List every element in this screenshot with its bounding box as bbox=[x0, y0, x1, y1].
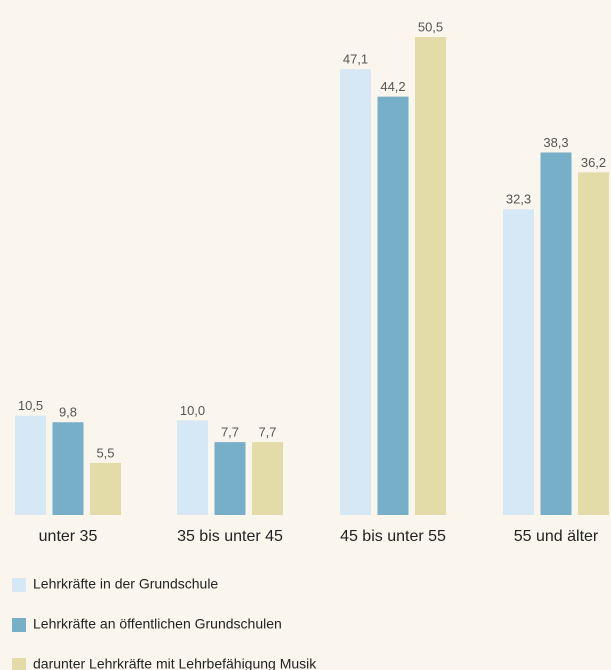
value-label: 7,7 bbox=[221, 425, 239, 440]
value-label: 47,1 bbox=[343, 52, 368, 67]
bar bbox=[578, 172, 609, 515]
bar bbox=[415, 37, 446, 515]
bar bbox=[214, 442, 246, 515]
bar bbox=[377, 96, 409, 515]
legend-label: darunter Lehrkräfte mit Lehrbefähigung M… bbox=[33, 656, 317, 670]
value-label: 38,3 bbox=[543, 135, 568, 150]
value-label: 5,5 bbox=[96, 445, 114, 460]
value-label: 10,0 bbox=[180, 403, 205, 418]
value-label: 7,7 bbox=[258, 425, 276, 440]
bar bbox=[540, 152, 572, 515]
bar bbox=[177, 420, 208, 515]
bar bbox=[340, 69, 371, 515]
legend-swatch bbox=[12, 618, 26, 632]
legend-label: Lehrkräfte in der Grundschule bbox=[33, 576, 218, 592]
value-label: 9,8 bbox=[59, 405, 77, 420]
value-label: 32,3 bbox=[506, 192, 531, 207]
value-label: 36,2 bbox=[581, 155, 606, 170]
x-tick-label: 45 bis unter 55 bbox=[340, 528, 446, 545]
value-label: 44,2 bbox=[380, 79, 405, 94]
legend-label: Lehrkräfte an öffentlichen Grundschulen bbox=[33, 616, 282, 632]
value-label: 10,5 bbox=[18, 398, 43, 413]
legend-swatch bbox=[12, 578, 26, 592]
value-label: 50,5 bbox=[418, 19, 443, 34]
bar bbox=[252, 442, 283, 515]
bar bbox=[90, 462, 121, 515]
legend-swatch bbox=[12, 658, 26, 670]
bar bbox=[503, 209, 534, 516]
bar bbox=[52, 422, 84, 515]
bar bbox=[15, 415, 46, 515]
x-tick-label: 35 bis unter 45 bbox=[177, 528, 283, 545]
x-tick-label: 55 und älter bbox=[514, 528, 599, 545]
x-tick-label: unter 35 bbox=[39, 528, 98, 545]
